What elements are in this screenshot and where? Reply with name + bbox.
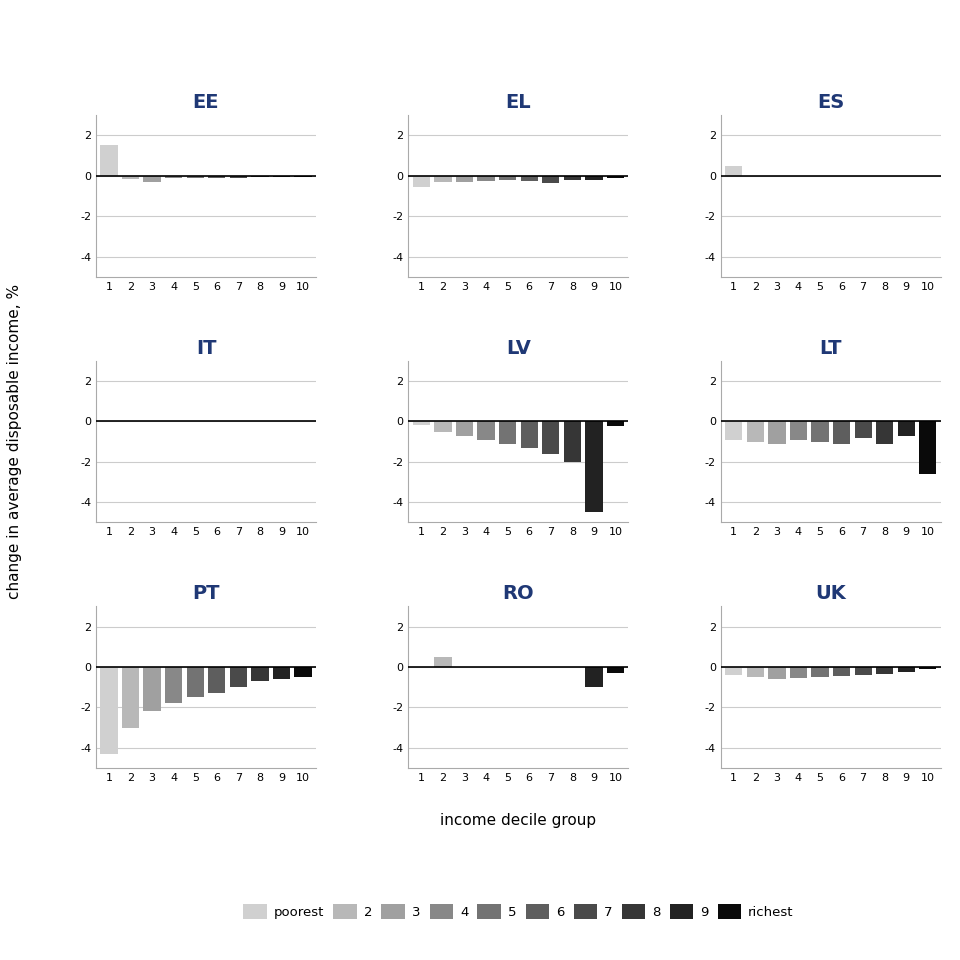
Bar <box>122 667 139 728</box>
Bar <box>768 421 785 444</box>
Bar <box>100 146 117 176</box>
Text: income decile group: income decile group <box>441 813 596 828</box>
Bar <box>811 667 828 677</box>
Bar <box>768 667 785 679</box>
Legend: poorest, 2, 3, 4, 5, 6, 7, 8, 9, richest: poorest, 2, 3, 4, 5, 6, 7, 8, 9, richest <box>238 899 799 924</box>
Bar <box>499 421 516 444</box>
Bar <box>165 176 182 178</box>
Bar <box>607 176 624 179</box>
Bar <box>833 667 851 676</box>
Bar <box>542 421 560 454</box>
Bar <box>564 176 581 180</box>
Title: PT: PT <box>192 585 220 604</box>
Bar <box>607 667 624 673</box>
Bar <box>434 176 451 181</box>
Bar <box>898 667 915 672</box>
Bar <box>811 421 828 442</box>
Bar <box>607 421 624 426</box>
Bar <box>252 667 269 682</box>
Bar <box>520 176 538 180</box>
Title: LV: LV <box>506 339 531 358</box>
Bar <box>854 667 872 675</box>
Title: RO: RO <box>503 585 534 604</box>
Title: LT: LT <box>820 339 842 358</box>
Bar <box>295 176 312 177</box>
Bar <box>586 667 603 687</box>
Bar <box>586 421 603 513</box>
Bar <box>273 176 290 177</box>
Bar <box>854 421 872 438</box>
Bar <box>747 667 764 677</box>
Bar <box>229 176 247 179</box>
Bar <box>186 667 204 697</box>
Title: UK: UK <box>815 585 846 604</box>
Bar <box>273 667 290 679</box>
Title: EL: EL <box>506 93 531 112</box>
Bar <box>143 667 160 711</box>
Bar <box>143 176 160 181</box>
Bar <box>229 667 247 687</box>
Bar <box>252 176 269 178</box>
Bar <box>208 667 226 693</box>
Bar <box>876 421 894 444</box>
Bar <box>165 667 182 704</box>
Bar <box>790 667 807 678</box>
Title: EE: EE <box>193 93 219 112</box>
Bar <box>477 176 494 180</box>
Bar <box>186 176 204 178</box>
Bar <box>833 421 851 444</box>
Bar <box>499 176 516 180</box>
Title: IT: IT <box>196 339 216 358</box>
Bar <box>477 421 494 440</box>
Bar <box>208 176 226 178</box>
Bar <box>747 421 764 442</box>
Bar <box>876 667 894 674</box>
Bar <box>100 667 117 754</box>
Bar <box>434 657 451 667</box>
Title: ES: ES <box>817 93 845 112</box>
Bar <box>920 421 937 474</box>
Bar <box>564 421 581 462</box>
Bar <box>542 176 560 182</box>
Bar <box>456 176 473 181</box>
Bar <box>413 421 430 425</box>
Bar <box>725 166 742 176</box>
Bar <box>790 421 807 440</box>
Bar <box>920 667 937 669</box>
Bar <box>413 176 430 187</box>
Bar <box>434 421 451 431</box>
Bar <box>520 421 538 447</box>
Bar <box>122 176 139 179</box>
Bar <box>898 421 915 436</box>
Bar <box>586 176 603 180</box>
Text: change in average disposable income, %: change in average disposable income, % <box>7 284 22 599</box>
Bar <box>295 667 312 677</box>
Bar <box>456 421 473 436</box>
Bar <box>725 667 742 675</box>
Bar <box>725 421 742 440</box>
